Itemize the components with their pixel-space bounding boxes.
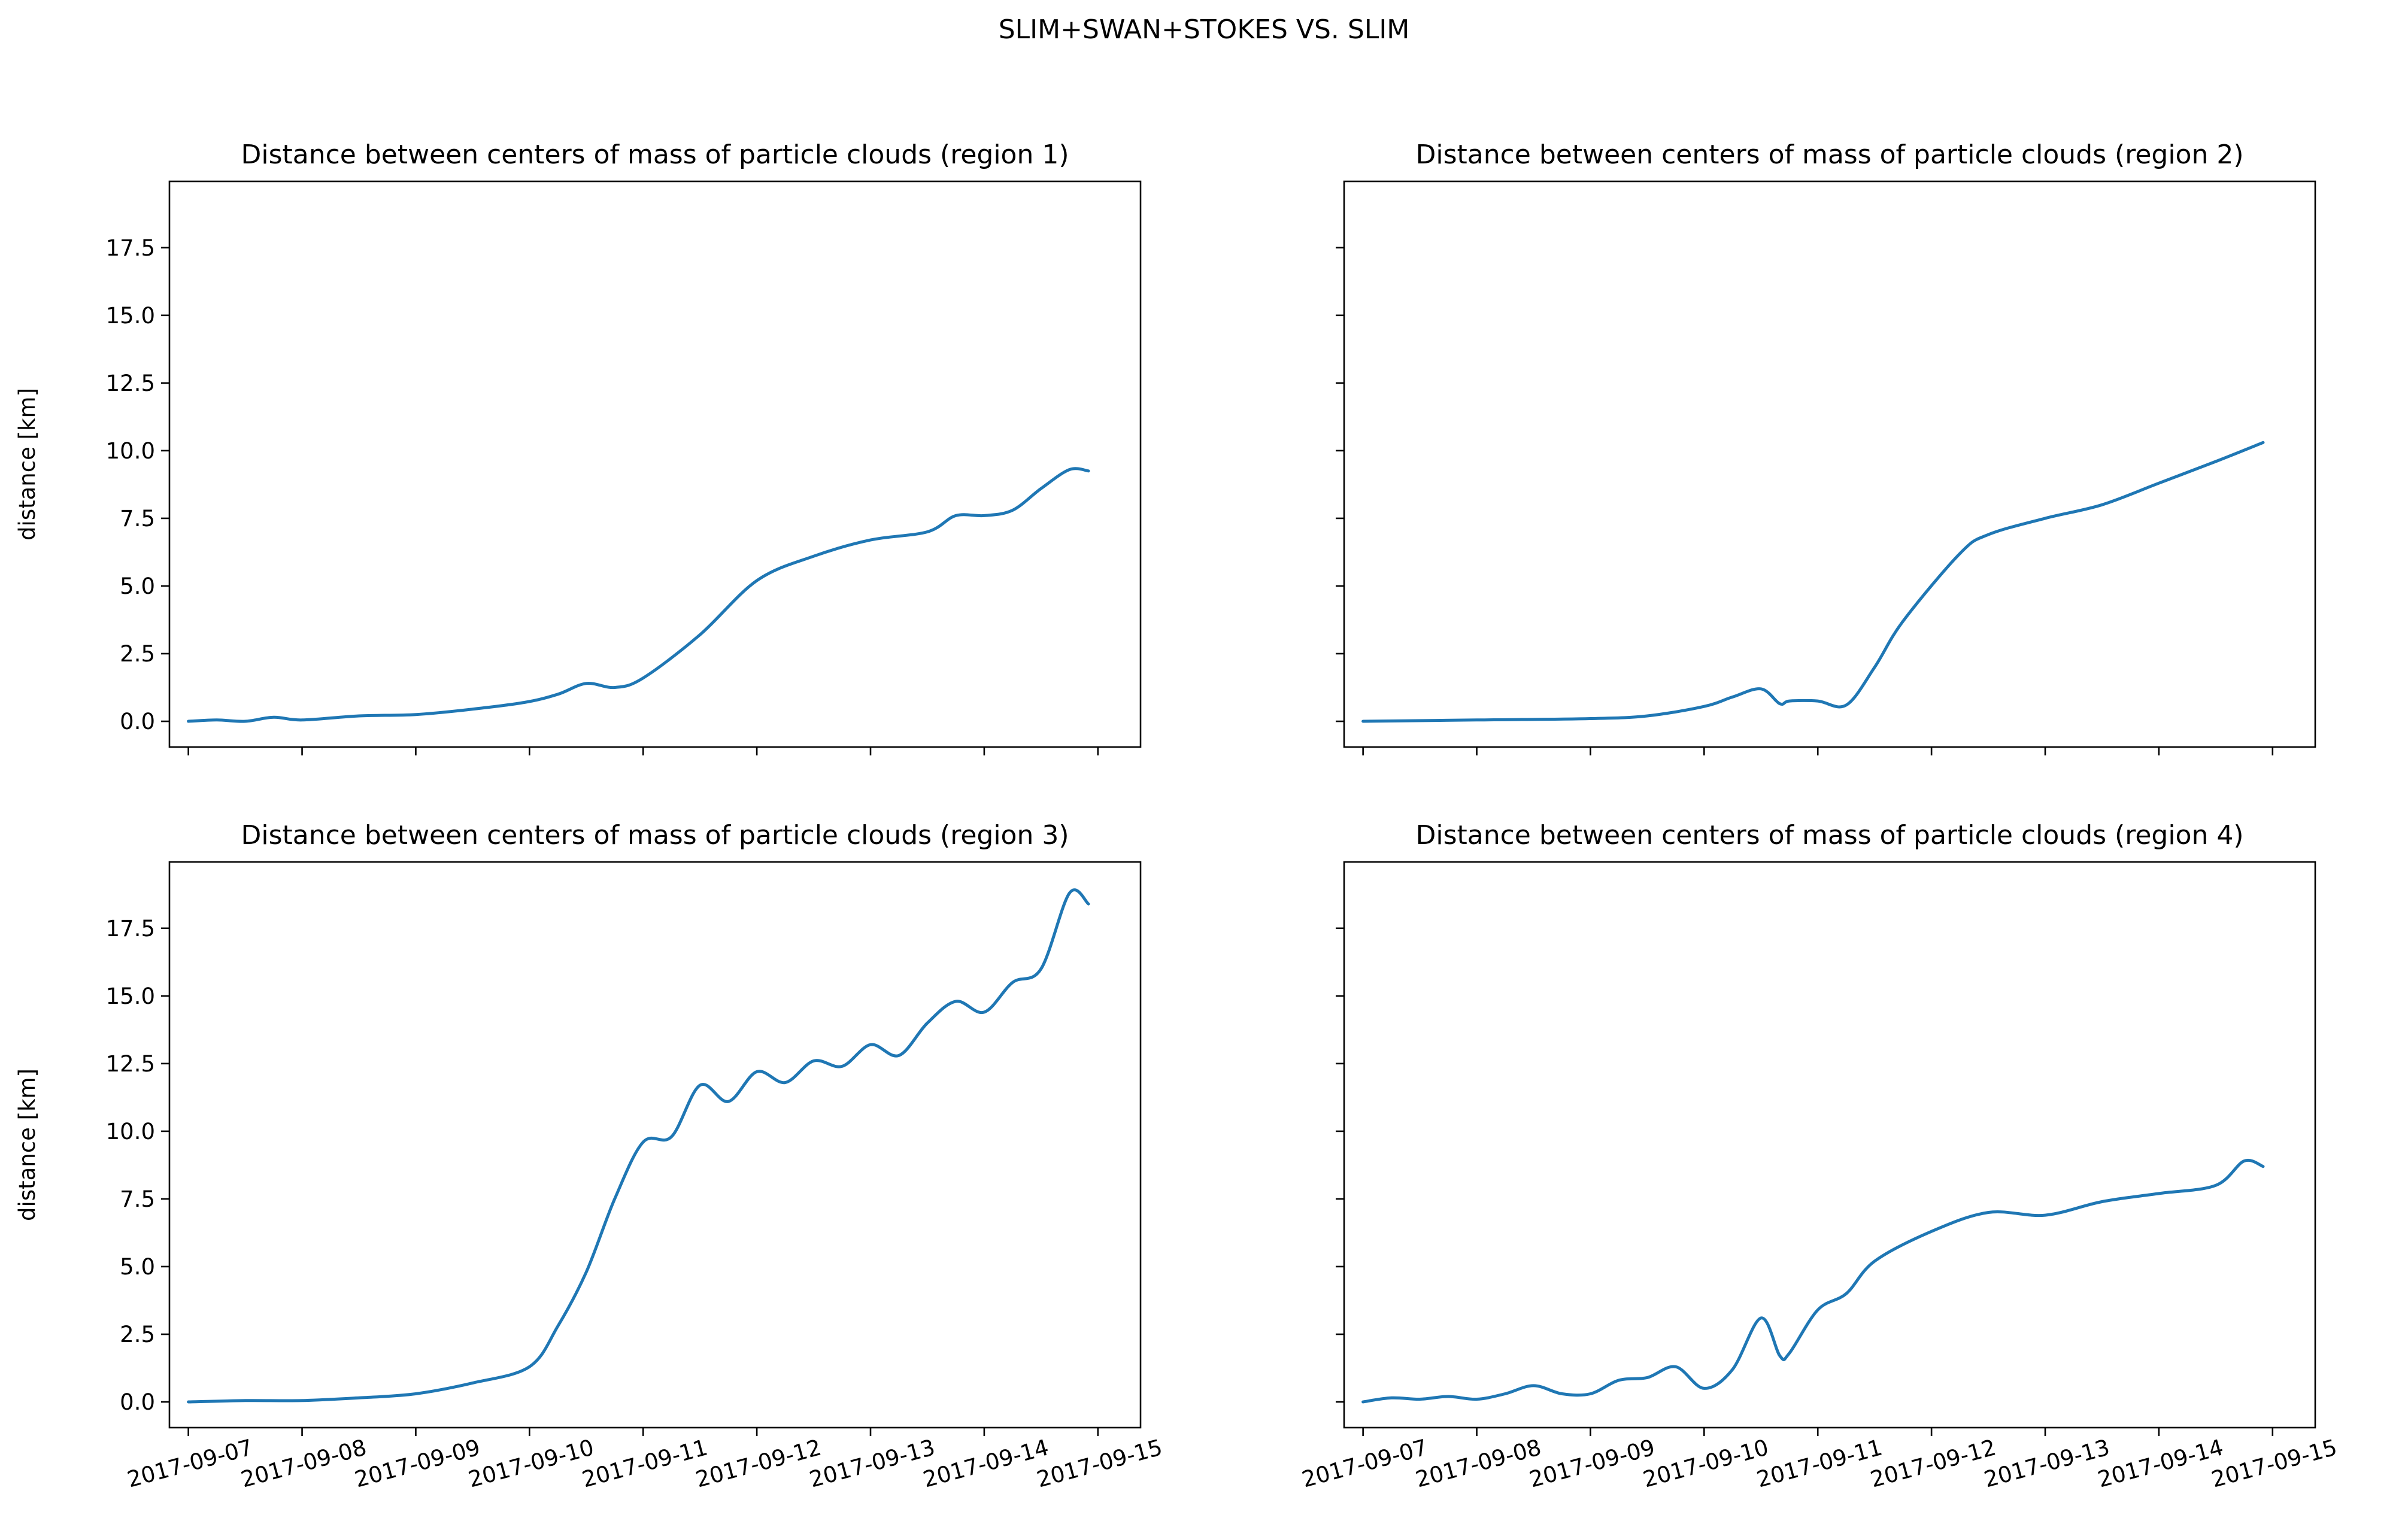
x-tick-label: 2017-09-09: [1527, 1434, 1658, 1492]
subplot-title: Distance between centers of mass of part…: [1415, 820, 2243, 851]
x-tick-label: 2017-09-13: [1981, 1434, 2112, 1492]
subplot-4: Distance between centers of mass of part…: [1299, 820, 2340, 1493]
y-tick-label: 17.5: [106, 235, 155, 261]
x-tick-label: 2017-09-14: [2095, 1434, 2226, 1492]
y-tick-label: 0.0: [120, 1389, 155, 1415]
y-tick-label: 12.5: [106, 1051, 155, 1077]
x-tick-label: 2017-09-12: [693, 1434, 824, 1492]
y-tick-label: 7.5: [120, 506, 155, 532]
x-tick-label: 2017-09-08: [238, 1434, 369, 1492]
y-tick-label: 2.5: [120, 1322, 155, 1347]
axes-frame: [1343, 861, 2316, 1429]
x-tick-label: 2017-09-10: [466, 1434, 597, 1492]
x-tick-label: 2017-09-15: [2209, 1434, 2340, 1492]
subplot-title: Distance between centers of mass of part…: [1415, 139, 2243, 170]
subplot-title: Distance between centers of mass of part…: [241, 820, 1069, 851]
x-tick-label: 2017-09-09: [352, 1434, 483, 1492]
y-tick-label: 5.0: [120, 1254, 155, 1280]
axes-frame: [168, 861, 1142, 1429]
y-tick-label: 10.0: [106, 1119, 155, 1144]
y-axis-label: distance [km]: [14, 1068, 40, 1221]
x-tick-label: 2017-09-15: [1034, 1434, 1165, 1492]
series-line-region-4: [1361, 1158, 2265, 1404]
x-tick-label: 2017-09-11: [1754, 1434, 1885, 1492]
x-tick-label: 2017-09-07: [125, 1434, 256, 1492]
x-tick-label: 2017-09-13: [806, 1434, 938, 1492]
y-tick-label: 17.5: [106, 916, 155, 942]
y-tick-label: 5.0: [120, 573, 155, 599]
y-tick-label: 7.5: [120, 1186, 155, 1212]
x-tick-label: 2017-09-12: [1867, 1434, 1998, 1492]
subplot-1: Distance between centers of mass of part…: [14, 139, 1142, 755]
figure-suptitle: SLIM+SWAN+STOKES VS. SLIM: [999, 14, 1410, 45]
series-line-region-3: [187, 888, 1090, 1404]
y-tick-label: 0.0: [120, 709, 155, 734]
y-tick-label: 10.0: [106, 438, 155, 464]
x-tick-label: 2017-09-14: [920, 1434, 1051, 1492]
subplot-2: Distance between centers of mass of part…: [1336, 139, 2316, 755]
x-tick-label: 2017-09-11: [580, 1434, 711, 1492]
x-tick-label: 2017-09-07: [1299, 1434, 1430, 1492]
x-tick-label: 2017-09-08: [1413, 1434, 1544, 1492]
y-axis-label: distance [km]: [14, 388, 40, 541]
series-line-region-1: [187, 467, 1090, 723]
subplot-3: Distance between centers of mass of part…: [14, 820, 1165, 1493]
x-tick-label: 2017-09-10: [1640, 1434, 1772, 1492]
y-tick-label: 15.0: [106, 303, 155, 329]
subplot-title: Distance between centers of mass of part…: [241, 139, 1069, 170]
y-tick-label: 2.5: [120, 641, 155, 667]
y-tick-label: 15.0: [106, 983, 155, 1009]
y-tick-label: 12.5: [106, 371, 155, 396]
axes-frame: [1343, 180, 2316, 748]
series-line-region-2: [1361, 441, 2265, 723]
axes-frame: [168, 180, 1142, 748]
